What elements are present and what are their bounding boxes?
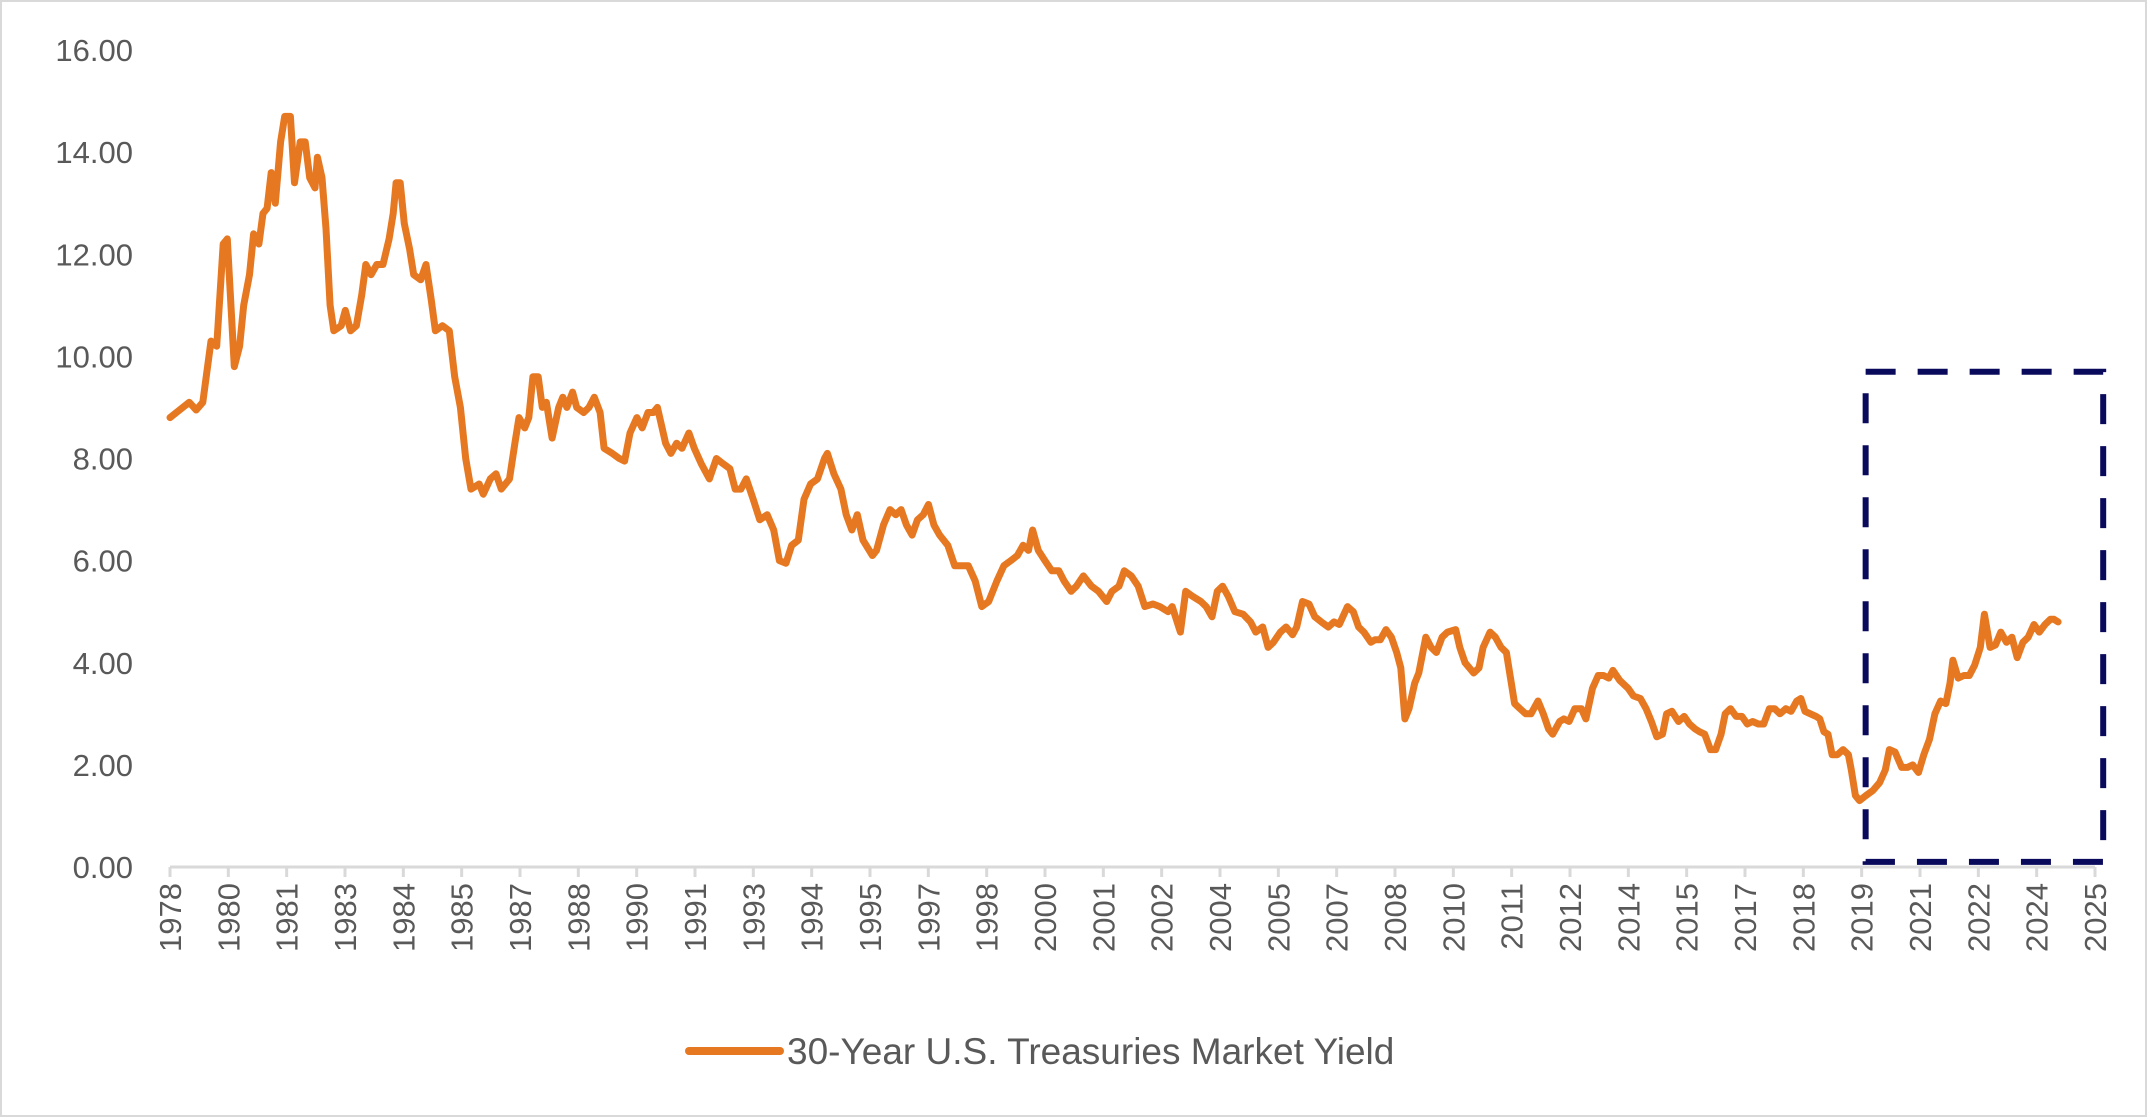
highlight-box-layer xyxy=(1862,368,2107,865)
x-tick-label: 1990 xyxy=(620,883,655,952)
x-tick-label: 2019 xyxy=(1845,883,1880,952)
x-tick-label: 2012 xyxy=(1553,883,1588,952)
x-tick-label: 2007 xyxy=(1320,883,1355,952)
legend-label: 30-Year U.S. Treasuries Market Yield xyxy=(787,1031,1394,1072)
x-tick-label: 2015 xyxy=(1670,883,1705,952)
x-tick-label: 1997 xyxy=(911,883,946,952)
x-tick-label: 2014 xyxy=(1611,883,1646,952)
y-axis-ticks: 0.00 2.00 4.00 6.00 8.00 10.00 12.00 14.00 16.00 xyxy=(55,33,133,885)
x-tick-label: 2005 xyxy=(1261,883,1296,952)
x-tick-label: 2000 xyxy=(1028,883,1063,952)
x-tick-label: 1978 xyxy=(153,883,188,952)
x-tick-label: 1983 xyxy=(328,883,363,952)
legend: 30-Year U.S. Treasuries Market Yield xyxy=(685,1031,1394,1072)
x-tick-label: 1981 xyxy=(270,883,305,952)
x-tick-label: 1988 xyxy=(561,883,596,952)
x-tick-label: 1987 xyxy=(503,883,538,952)
x-tick-label: 2008 xyxy=(1378,883,1413,952)
y-tick-label: 6.00 xyxy=(73,544,133,579)
y-tick-label: 14.00 xyxy=(55,135,133,170)
x-tick-label: 1985 xyxy=(445,883,480,952)
x-tick-label: 2002 xyxy=(1145,883,1180,952)
x-tick-label: 2024 xyxy=(2020,883,2055,952)
x-tick-label: 2022 xyxy=(1961,883,1996,952)
y-tick-label: 2.00 xyxy=(73,748,133,783)
y-tick-label: 16.00 xyxy=(55,33,133,68)
x-tick-label: 2004 xyxy=(1203,883,1238,952)
x-tick-label: 2017 xyxy=(1728,883,1763,952)
x-tick-label: 1993 xyxy=(736,883,771,952)
y-tick-label: 0.00 xyxy=(73,850,133,885)
x-tick-label: 2021 xyxy=(1903,883,1938,952)
y-tick-label: 10.00 xyxy=(55,339,133,374)
y-tick-label: 8.00 xyxy=(73,442,133,477)
x-tick-label: 2018 xyxy=(1786,883,1821,952)
x-tick-label: 1991 xyxy=(678,883,713,952)
x-tick-label: 1995 xyxy=(853,883,888,952)
series-layer xyxy=(166,112,2062,805)
series-line xyxy=(166,112,2062,805)
x-tick-label: 1984 xyxy=(386,883,421,952)
x-tick-label: 2010 xyxy=(1436,883,1471,952)
x-tick-label: 2011 xyxy=(1495,883,1530,950)
highlight-box xyxy=(1862,368,2107,865)
x-axis: 1978 1980 1981 1983 1984 1985 1987 1988 1990 1991… xyxy=(153,865,2113,952)
x-tick-label: 1994 xyxy=(795,883,830,952)
y-tick-label: 12.00 xyxy=(55,237,133,272)
x-tick-label: 2025 xyxy=(2078,883,2113,952)
y-tick-label: 4.00 xyxy=(73,646,133,681)
x-tick-label: 2001 xyxy=(1086,883,1121,952)
x-tick-label: 1980 xyxy=(211,883,246,952)
x-tick-label: 1998 xyxy=(970,883,1005,952)
